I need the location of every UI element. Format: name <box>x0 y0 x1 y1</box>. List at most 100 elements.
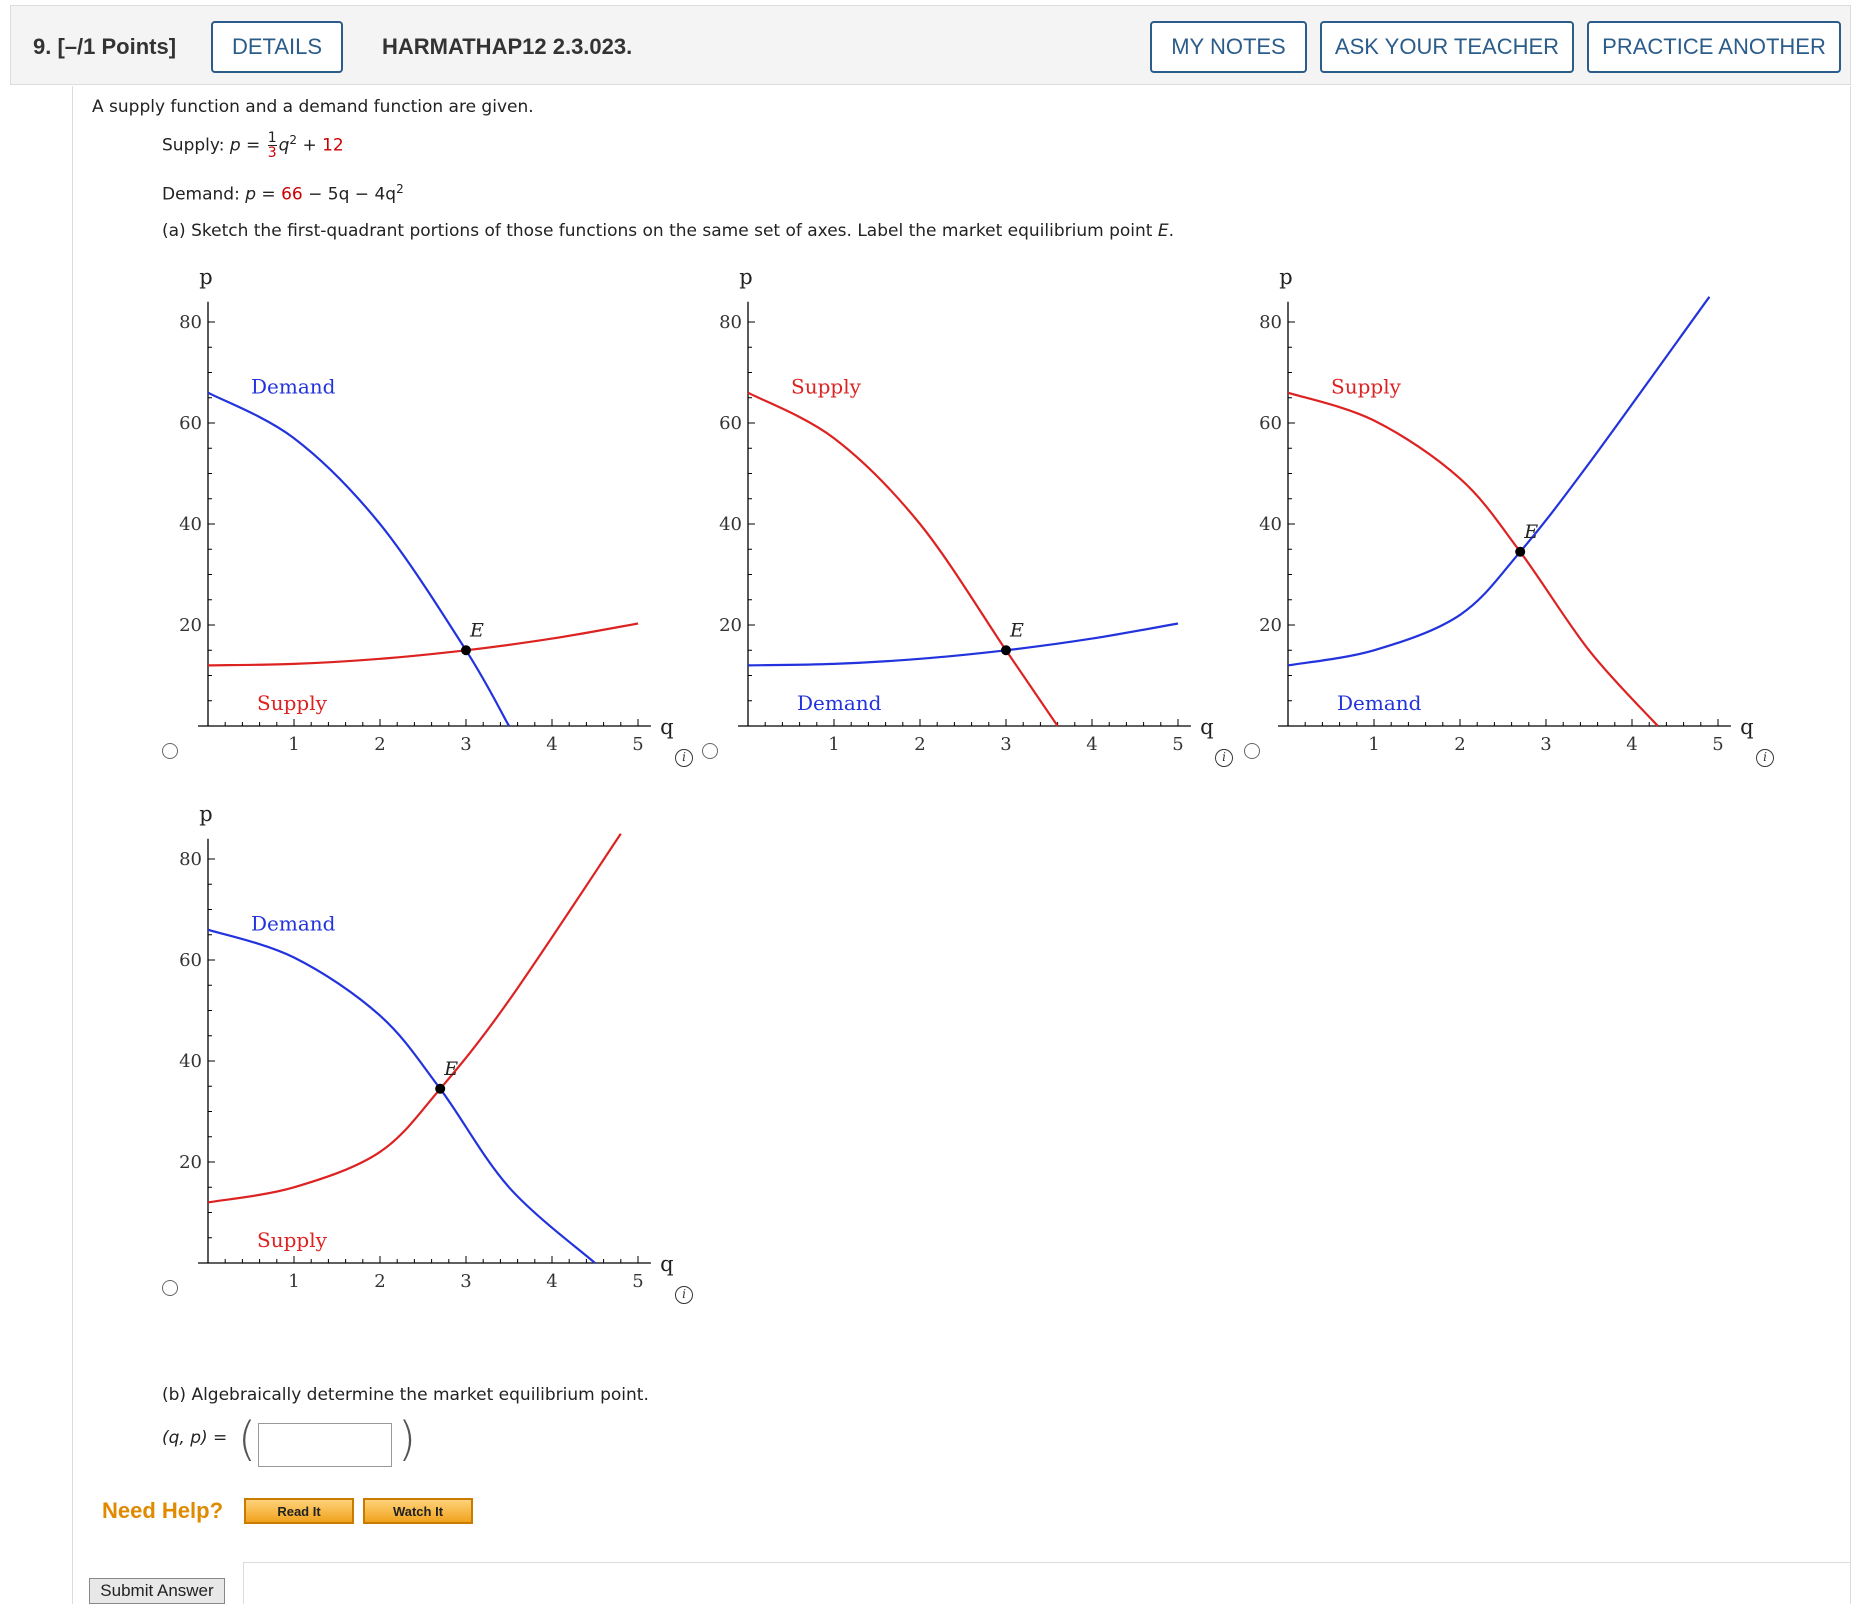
radio-option-2[interactable] <box>702 743 718 759</box>
series-line-demand <box>747 622 1179 667</box>
fraction-numerator: 1 <box>267 130 277 146</box>
x-tick-label: 4 <box>1626 734 1637 755</box>
supply-exponent: 2 <box>289 132 298 147</box>
x-tick-label: 2 <box>914 734 925 755</box>
right-paren: ) <box>398 1412 416 1466</box>
demand-rest: − 5q − 4q <box>302 184 397 205</box>
curve-label-bottom: Supply <box>257 691 328 715</box>
y-tick-label: 60 <box>179 950 202 971</box>
demand-label: Demand: <box>162 184 246 205</box>
y-tick-label: 80 <box>719 312 742 333</box>
equilibrium-point <box>1001 645 1011 656</box>
y-tick-label: 40 <box>179 1051 202 1072</box>
supply-q: q <box>278 135 290 156</box>
graph-option-4: 80 60 40 20 1 2 3 4 5 p q E Demand Supply <box>179 802 674 1292</box>
equilibrium-label: E <box>469 619 484 641</box>
radio-option-1[interactable] <box>162 743 178 759</box>
x-tick-label: 2 <box>1454 734 1465 755</box>
radio-option-4[interactable] <box>162 1280 178 1296</box>
equilibrium-point <box>1515 546 1526 557</box>
y-tick-label: 60 <box>1259 413 1282 434</box>
x-tick-label: 3 <box>1540 734 1551 755</box>
part-a-text: (a) Sketch the first-quadrant portions o… <box>162 221 1158 241</box>
y-tick-label: 80 <box>1259 312 1282 333</box>
x-axis-label: q <box>660 715 673 739</box>
y-axis-label: p <box>199 265 212 289</box>
question-header: 9. [–/1 Points] DETAILS HARMATHAP12 2.3.… <box>10 5 1851 85</box>
equilibrium-point <box>435 1083 446 1094</box>
y-tick-label: 40 <box>719 514 742 535</box>
radio-option-3[interactable] <box>1244 743 1260 759</box>
curve-label-bottom: Supply <box>257 1228 328 1252</box>
y-tick-label: 20 <box>1259 615 1282 636</box>
series-line-demand <box>207 391 510 727</box>
equilibrium-label: E <box>1523 521 1538 543</box>
equilibrium-answer-input[interactable] <box>258 1423 392 1467</box>
practice-another-button[interactable]: PRACTICE ANOTHER <box>1587 21 1841 73</box>
x-tick-label: 3 <box>460 1271 471 1292</box>
y-tick-label: 20 <box>719 615 742 636</box>
demand-p: p <box>245 184 257 205</box>
graph-option-2: 80 60 40 20 1 2 3 4 5 p q E Supply Demand <box>719 265 1214 755</box>
x-tick-label: 1 <box>828 734 839 755</box>
equilibrium-point <box>461 645 471 656</box>
y-axis-label: p <box>1279 265 1292 289</box>
question-body <box>72 86 1851 1604</box>
submit-answer-button[interactable]: Submit Answer <box>89 1578 225 1604</box>
curve-label-top: Demand <box>251 375 336 399</box>
demand-eq: = <box>256 184 282 205</box>
part-a-prompt: (a) Sketch the first-quadrant portions o… <box>162 221 1174 241</box>
demand-constant: 66 <box>281 184 303 205</box>
problem-intro: A supply function and a demand function … <box>92 97 534 117</box>
curve-label-bottom: Demand <box>797 691 882 715</box>
answer-label: (q, p) = <box>162 1428 228 1448</box>
x-tick-label: 5 <box>1712 734 1723 755</box>
x-axis-label: q <box>1200 715 1213 739</box>
equilibrium-label: E <box>1009 619 1024 641</box>
supply-label: Supply: <box>162 135 230 156</box>
details-button[interactable]: DETAILS <box>211 21 343 73</box>
curve-label-top: Demand <box>251 912 336 936</box>
y-tick-label: 60 <box>179 413 202 434</box>
series-line-supply <box>1287 391 1659 727</box>
x-tick-label: 1 <box>1368 734 1379 755</box>
y-tick-label: 40 <box>1259 514 1282 535</box>
series-line-supply <box>207 833 622 1204</box>
x-tick-label: 4 <box>546 734 557 755</box>
my-notes-button[interactable]: MY NOTES <box>1150 21 1307 73</box>
series-line-supply <box>207 622 639 667</box>
part-a-e: E <box>1157 221 1169 241</box>
series-line-demand <box>207 928 596 1264</box>
x-tick-label: 3 <box>1000 734 1011 755</box>
graph-option-1: 80 60 40 20 1 2 3 4 5 p q E Demand Supply <box>179 265 674 755</box>
read-it-button[interactable]: Read It <box>244 1498 354 1524</box>
x-tick-label: 4 <box>1086 734 1097 755</box>
need-help-label: Need Help? <box>102 1498 224 1523</box>
info-icon[interactable]: i <box>1756 749 1774 767</box>
supply-p: p <box>229 135 241 156</box>
graph-option-3: 80 60 40 20 1 2 3 4 5 p q E Supply Demand <box>1259 265 1754 755</box>
info-icon[interactable]: i <box>1215 749 1233 767</box>
watch-it-button[interactable]: Watch It <box>363 1498 473 1524</box>
question-points: 9. [–/1 Points] <box>33 34 177 59</box>
x-tick-label: 2 <box>374 734 385 755</box>
part-a-end: . <box>1168 221 1174 241</box>
info-icon[interactable]: i <box>675 749 693 767</box>
curve-label-bottom: Demand <box>1337 691 1422 715</box>
x-tick-label: 1 <box>288 1271 299 1292</box>
x-axis-label: q <box>660 1252 673 1276</box>
x-tick-label: 2 <box>374 1271 385 1292</box>
supply-constant: 12 <box>322 135 344 156</box>
curve-label-top: Supply <box>791 375 862 399</box>
demand-exponent: 2 <box>396 182 404 196</box>
divider <box>243 1562 1851 1563</box>
y-tick-label: 80 <box>179 312 202 333</box>
x-tick-label: 5 <box>1172 734 1183 755</box>
series-line-supply <box>747 391 1059 727</box>
problem-code: HARMATHAP12 2.3.023. <box>382 34 633 59</box>
info-icon[interactable]: i <box>675 1286 693 1304</box>
y-tick-label: 20 <box>179 1152 202 1173</box>
ask-teacher-button[interactable]: ASK YOUR TEACHER <box>1320 21 1574 73</box>
x-tick-label: 5 <box>632 1271 643 1292</box>
